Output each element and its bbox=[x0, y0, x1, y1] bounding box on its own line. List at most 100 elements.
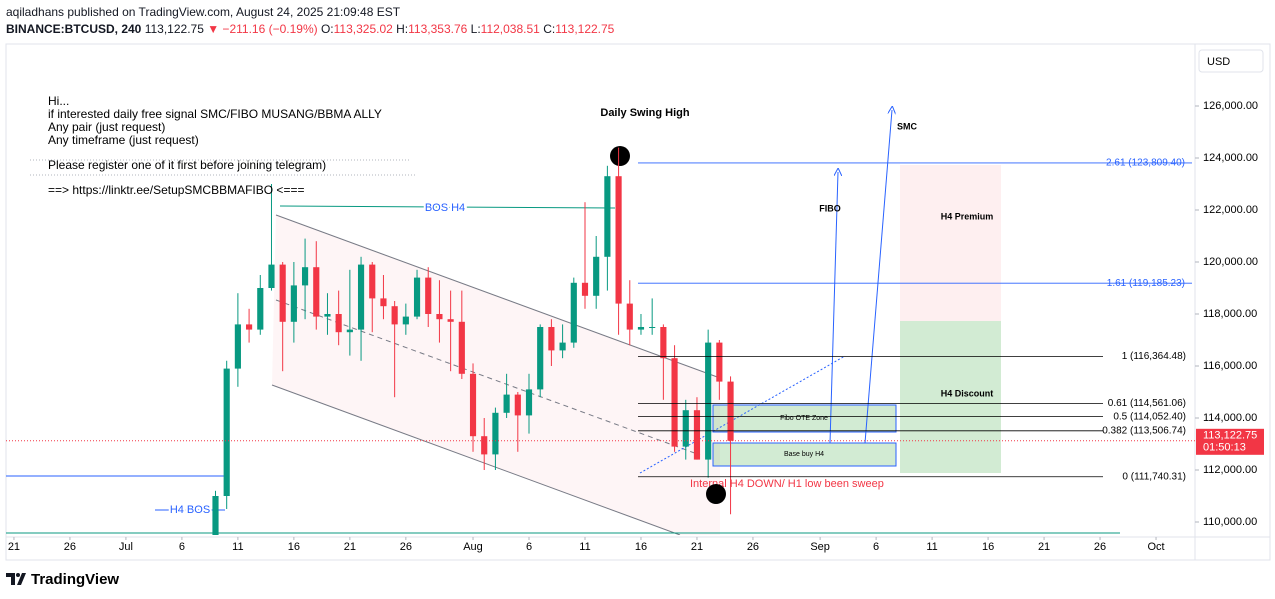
annotation: FIBO bbox=[819, 203, 841, 213]
candle-body bbox=[581, 282, 589, 296]
note-line: if interested daily free signal SMC/FIBO… bbox=[48, 107, 382, 121]
candle-body bbox=[705, 342, 712, 460]
candle-body bbox=[716, 342, 723, 382]
x-tick-label: 21 bbox=[691, 541, 703, 553]
annotation: H4 Discount bbox=[941, 388, 994, 398]
x-tick-label: 21 bbox=[344, 541, 356, 553]
candle-body bbox=[570, 282, 577, 343]
candle-body bbox=[593, 256, 600, 296]
candle-body bbox=[402, 316, 409, 325]
frame bbox=[5, 43, 1271, 561]
candle-body bbox=[626, 303, 633, 330]
fib-label: 0.61 (114,561.06) bbox=[1108, 398, 1186, 409]
candle-body bbox=[413, 277, 421, 317]
annotation: Daily Swing High bbox=[600, 107, 690, 119]
logo bbox=[6, 573, 26, 585]
last: 113,122.75 bbox=[144, 22, 204, 36]
candle-body bbox=[637, 326, 645, 330]
candle-body bbox=[324, 313, 331, 317]
low: 112,038.51 bbox=[480, 22, 540, 36]
y-tick-label: 120,000.00 bbox=[1203, 256, 1258, 268]
y-tick-label: 126,000.00 bbox=[1203, 100, 1258, 112]
candle-body bbox=[357, 264, 365, 330]
note-line: Any timeframe (just request) bbox=[48, 133, 199, 147]
candle-body bbox=[660, 326, 667, 359]
candle-body bbox=[346, 329, 353, 333]
candle-body bbox=[391, 306, 398, 325]
sweep-marker bbox=[706, 484, 726, 504]
note-line: Hi... bbox=[48, 94, 69, 108]
x-tick-label: Jul bbox=[119, 541, 133, 553]
candle-body bbox=[604, 176, 611, 257]
candle-body bbox=[234, 324, 241, 369]
premium-zone bbox=[900, 165, 1001, 321]
c-label: C: bbox=[543, 22, 556, 36]
change: ▼ −211.16 (−0.19%) bbox=[207, 22, 318, 36]
candle-body bbox=[469, 373, 477, 437]
candle-body bbox=[313, 267, 320, 317]
fib-label: 1 (116,364.48) bbox=[1122, 351, 1186, 362]
candle-body bbox=[525, 389, 533, 416]
y-tick-label: 118,000.00 bbox=[1203, 308, 1257, 320]
y-tick-label: 110,000.00 bbox=[1203, 516, 1257, 528]
fib-label: 0.5 (114,052.40) bbox=[1113, 411, 1186, 422]
y-tick-label: 116,000.00 bbox=[1203, 360, 1257, 372]
candle-body bbox=[492, 412, 499, 455]
candle-body bbox=[503, 394, 510, 413]
close: 113,122.75 bbox=[555, 22, 615, 36]
fib-label: 0 (111,740.31) bbox=[1122, 471, 1186, 482]
x-tick-label: 16 bbox=[288, 541, 300, 553]
last-price-box bbox=[1196, 428, 1264, 455]
annotation: BOS H4 bbox=[425, 202, 465, 214]
x-tick-label: 11 bbox=[579, 541, 590, 553]
currency-box[interactable] bbox=[1198, 49, 1264, 73]
candle-body bbox=[425, 277, 432, 314]
x-tick-label: 26 bbox=[400, 541, 412, 553]
x-tick-label: 6 bbox=[526, 541, 532, 553]
ote-zone bbox=[712, 404, 897, 433]
candle-body bbox=[301, 267, 309, 286]
x-tick-label: 16 bbox=[635, 541, 647, 553]
symbol-bar: BINANCE:BTCUSD, 240 113,122.75 ▼ −211.16… bbox=[6, 22, 614, 36]
annotation: Base buy H4 bbox=[784, 451, 824, 458]
symbol: BINANCE:BTCUSD, 240 bbox=[6, 22, 142, 36]
drawings bbox=[6, 110, 1120, 535]
x-tick-label: 26 bbox=[64, 541, 76, 553]
h-label: H: bbox=[396, 22, 409, 36]
fib-label: 1.61 (119,185.23) bbox=[1107, 278, 1185, 289]
base-zone bbox=[712, 442, 897, 467]
annotation: H4 Premium bbox=[941, 211, 994, 221]
candle-body bbox=[649, 326, 656, 328]
candle-body bbox=[559, 342, 566, 351]
y-tick-label: 114,000.00 bbox=[1203, 412, 1257, 424]
x-tick-label: 11 bbox=[926, 541, 937, 553]
l-label: L: bbox=[470, 22, 481, 36]
x-tick-label: Aug bbox=[463, 541, 483, 553]
discount-zone bbox=[900, 321, 1001, 473]
channel-top bbox=[275, 214, 721, 379]
annotation: Internal H4 DOWN/ H1 low been sweep bbox=[690, 478, 884, 490]
plot bbox=[212, 147, 1192, 535]
x-tick-label: 11 bbox=[232, 541, 243, 553]
note-line: Please register one of it first before j… bbox=[48, 158, 326, 172]
high: 113,353.76 bbox=[408, 22, 468, 36]
candle-body bbox=[223, 368, 230, 496]
x-tick-label: 6 bbox=[179, 541, 185, 553]
candle-body bbox=[369, 264, 376, 299]
note-line: Any pair (just request) bbox=[48, 120, 165, 134]
candle-body bbox=[693, 410, 701, 460]
y-tick-label: 112,000.00 bbox=[1203, 464, 1257, 476]
candle-body bbox=[481, 436, 488, 455]
candle-body bbox=[727, 381, 734, 441]
candle-body bbox=[257, 287, 264, 330]
x-tick-label: Oct bbox=[1147, 541, 1164, 553]
candle-body bbox=[682, 410, 689, 447]
candle-body bbox=[436, 313, 443, 320]
x-tick-label: 21 bbox=[1038, 541, 1050, 553]
y-tick-label: 122,000.00 bbox=[1203, 204, 1258, 216]
countdown: 01:50:13 bbox=[1203, 442, 1246, 454]
swing-marker bbox=[610, 146, 630, 166]
smc-arrow bbox=[864, 110, 892, 444]
